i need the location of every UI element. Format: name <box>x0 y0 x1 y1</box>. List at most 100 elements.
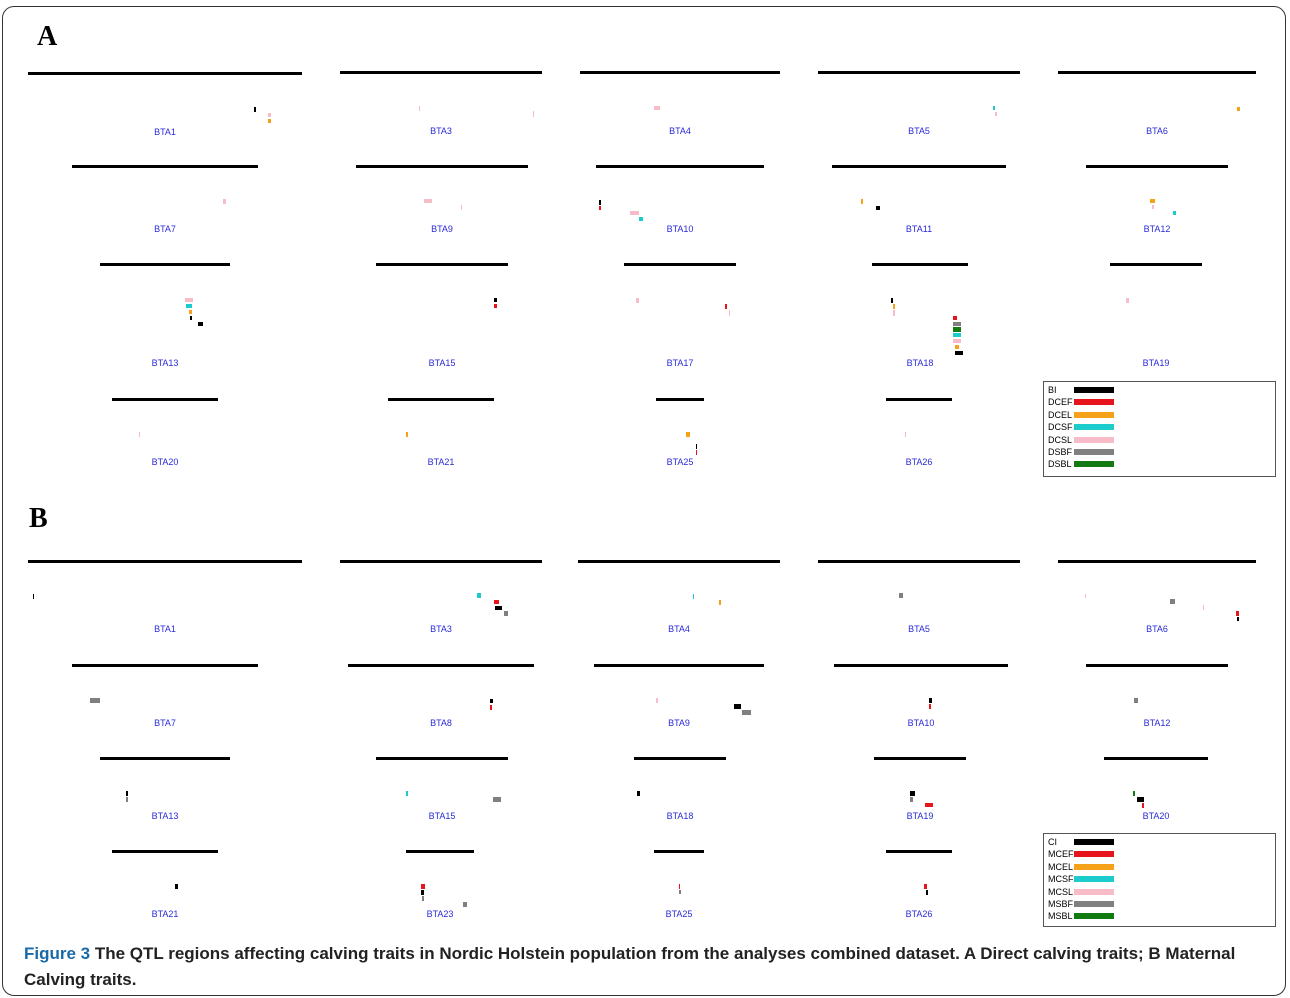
chromosome-label: BTA9 <box>668 718 690 728</box>
qtl-region-mark <box>953 339 961 343</box>
qtl-region-mark <box>679 884 680 889</box>
legend-swatch <box>1074 399 1114 406</box>
qtl-region-mark <box>719 600 721 605</box>
qtl-region-mark <box>477 593 481 598</box>
chromosome-label: BTA20 <box>151 457 179 467</box>
chromosome-bar <box>72 664 258 667</box>
figure-caption: Figure 3 The QTL regions affecting calvi… <box>24 941 1274 993</box>
legend-swatch <box>1074 449 1114 455</box>
chromosome-label: BTA26 <box>905 457 933 467</box>
chromosome-label: BTA19 <box>1142 358 1170 368</box>
qtl-region-mark <box>126 791 128 796</box>
qtl-region-mark <box>955 345 959 349</box>
chromosome-bar <box>406 850 474 853</box>
qtl-region-mark <box>953 316 957 320</box>
qtl-region-mark <box>1236 611 1239 616</box>
chromosome-label: BTA7 <box>154 718 176 728</box>
legend-swatch <box>1074 901 1114 907</box>
legend-b: CI MCEF MCEL MCSF MCSL MSBF MSBL <box>1043 833 1276 927</box>
legend-swatch <box>1074 851 1114 858</box>
qtl-region-mark <box>1134 698 1138 703</box>
chromosome-bar <box>596 165 764 168</box>
qtl-region-mark <box>1126 298 1129 303</box>
legend-label: DCEL <box>1048 409 1073 420</box>
chromosome-bar <box>886 850 952 853</box>
chromosome-label: BTA7 <box>154 224 176 234</box>
qtl-region-mark <box>929 698 932 703</box>
qtl-region-mark <box>490 699 493 703</box>
chromosome-label: BTA13 <box>151 358 179 368</box>
chromosome-label: BTA15 <box>428 358 456 368</box>
chromosome-bar <box>376 263 508 266</box>
legend-label: DCSF <box>1048 422 1073 433</box>
qtl-region-mark <box>494 600 499 604</box>
legend-swatch <box>1074 863 1114 870</box>
qtl-region-mark <box>639 217 643 221</box>
qtl-region-mark <box>495 606 502 610</box>
qtl-region-mark <box>406 432 408 437</box>
chromosome-bar <box>1110 263 1202 266</box>
qtl-region-mark <box>955 351 963 355</box>
caption-text: The QTL regions affecting calving traits… <box>24 944 1236 989</box>
qtl-region-mark <box>421 884 425 889</box>
qtl-region-mark <box>953 322 961 326</box>
qtl-region-mark <box>1237 617 1239 621</box>
qtl-region-mark <box>686 432 690 437</box>
legend-label: MCSL <box>1048 886 1074 897</box>
qtl-region-mark <box>742 710 751 715</box>
chromosome-label: BTA18 <box>906 358 934 368</box>
qtl-region-mark <box>925 803 933 807</box>
chromosome-label: BTA6 <box>1146 126 1168 136</box>
chromosome-label: BTA1 <box>154 624 176 634</box>
qtl-region-mark <box>421 890 424 895</box>
chromosome-bar <box>100 263 230 266</box>
chromosome-bar <box>624 263 736 266</box>
qtl-region-mark <box>679 890 681 894</box>
chromosome-bar <box>832 165 1006 168</box>
chromosome-bar <box>28 72 302 75</box>
legend-swatch <box>1074 387 1114 393</box>
chromosome-label: BTA4 <box>669 126 691 136</box>
qtl-region-mark <box>891 298 893 303</box>
qtl-region-mark <box>33 594 34 599</box>
legend-label: CI <box>1048 837 1057 847</box>
qtl-region-mark <box>725 304 727 309</box>
qtl-region-mark <box>636 298 639 303</box>
qtl-region-mark <box>1173 211 1176 215</box>
chromosome-bar <box>654 850 704 853</box>
chromosome-label: BTA20 <box>1142 811 1170 821</box>
qtl-region-mark <box>693 594 694 599</box>
chromosome-bar <box>580 71 780 74</box>
qtl-region-mark <box>1142 803 1144 808</box>
chromosome-bar <box>834 664 1008 667</box>
chromosome-bar <box>578 560 780 563</box>
qtl-region-mark <box>734 704 741 709</box>
qtl-region-mark <box>419 106 420 111</box>
qtl-region-mark <box>1133 791 1135 796</box>
qtl-region-mark <box>654 106 660 110</box>
qtl-region-mark <box>126 797 128 802</box>
legend-swatch <box>1074 461 1114 468</box>
qtl-region-mark <box>953 327 961 332</box>
qtl-region-mark <box>1203 605 1204 610</box>
chromosome-bar <box>1104 757 1208 760</box>
chromosome-label: BTA13 <box>151 811 179 821</box>
chromosome-label: BTA21 <box>151 909 179 919</box>
legend-label: MCSF <box>1048 874 1074 885</box>
chromosome-bar <box>818 71 1020 74</box>
qtl-region-mark <box>198 322 203 326</box>
caption-label: Figure 3 <box>24 944 91 963</box>
legend-swatch <box>1074 839 1114 845</box>
qtl-region-mark <box>490 705 492 710</box>
qtl-region-mark <box>1137 797 1144 802</box>
legend-label: DCEF <box>1048 397 1073 408</box>
qtl-region-mark <box>406 791 408 796</box>
qtl-region-mark <box>929 704 931 709</box>
qtl-region-mark <box>637 791 640 796</box>
chromosome-label: BTA25 <box>666 457 694 467</box>
qtl-region-mark <box>90 698 100 703</box>
chromosome-label: BTA26 <box>905 909 933 919</box>
qtl-region-mark <box>189 310 192 314</box>
qtl-region-mark <box>993 106 995 110</box>
chromosome-label: BTA23 <box>426 909 454 919</box>
